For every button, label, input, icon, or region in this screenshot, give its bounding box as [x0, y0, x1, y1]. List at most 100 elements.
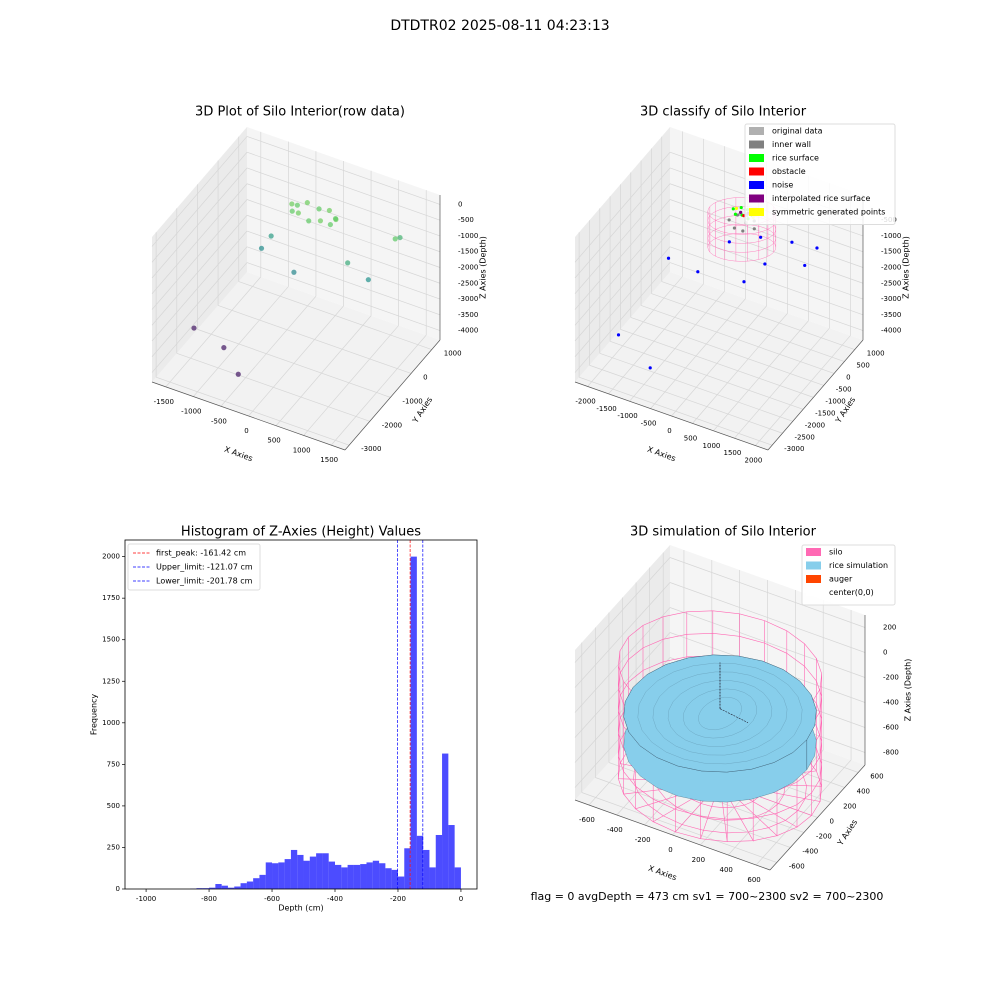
x-axis-label: X Axies [646, 445, 677, 464]
legend-label: inner wall [772, 140, 811, 149]
grid-line [151, 136, 248, 247]
point [696, 270, 700, 274]
y-tick-label: 600 [870, 773, 883, 781]
chart-title: 3D Plot of Silo Interior(row data) [195, 105, 405, 120]
z-tick-label: -3500 [458, 311, 478, 319]
y-tick-label: -1500 [815, 409, 835, 417]
z-tick-label: -600 [883, 724, 899, 732]
chart-title: Histogram of Z-Axies (Height) Values [181, 525, 421, 540]
y-tick-label: -3000 [784, 445, 804, 453]
bar [442, 753, 449, 889]
grid-line [151, 230, 248, 342]
z-tick-label: -1000 [881, 232, 901, 240]
grid-line [220, 296, 317, 407]
y-tick-label: 500 [107, 802, 120, 810]
grid-line [640, 305, 835, 374]
grid-line [669, 557, 866, 628]
point [763, 262, 767, 266]
bar [209, 887, 216, 889]
grid-line [246, 167, 441, 237]
y-tick-label: 250 [107, 843, 120, 851]
bar [385, 868, 392, 889]
point [332, 216, 339, 222]
grid-line [630, 317, 824, 386]
axis-line [767, 339, 864, 451]
x-tick-label: 0 [459, 895, 463, 903]
bar [372, 860, 380, 889]
point [295, 210, 301, 216]
bar [335, 864, 342, 889]
point [803, 263, 807, 268]
grid-line [574, 199, 671, 310]
point [666, 256, 671, 260]
point [294, 202, 300, 208]
grid-line [574, 632, 671, 738]
x-tick-label: 1000 [293, 446, 311, 454]
bar [259, 874, 266, 889]
bar [240, 883, 247, 889]
z-tick-label: -200 [883, 674, 899, 682]
y-axis-label: Frequency [90, 694, 99, 736]
legend-label: auger [829, 575, 853, 584]
y-tick-label: 750 [107, 760, 120, 768]
legend-swatch [806, 575, 821, 583]
x-tick-label: -600 [264, 895, 280, 903]
grid-line [671, 305, 767, 417]
y-tick-label: -1000 [402, 397, 422, 405]
bar [429, 867, 436, 889]
rice-mesh [652, 671, 788, 756]
legend-swatch [806, 548, 821, 556]
z-tick-label: 200 [883, 624, 896, 632]
grid-line [669, 199, 864, 268]
bar [410, 556, 417, 889]
x-tick-label: -200 [390, 895, 406, 903]
grid-line [246, 262, 441, 331]
z-tick-label: -800 [883, 749, 899, 757]
grid-line [246, 151, 441, 221]
legend-swatch [749, 167, 764, 176]
legend-label: first_peak: -161.42 cm [156, 549, 246, 558]
x-tick-label: 2000 [744, 457, 762, 465]
point [327, 221, 333, 228]
figure-title: DTDTR02 2025-08-11 04:23:13 [390, 18, 609, 34]
bar [196, 888, 203, 889]
grid-line [151, 262, 248, 373]
y-tick-label: 200 [843, 803, 856, 811]
axis-line [574, 381, 769, 451]
y-tick-label: 1750 [102, 594, 120, 602]
point [304, 200, 310, 206]
z-axis-label: Z Axies (Depth) [904, 659, 913, 722]
grid-line [629, 290, 725, 402]
x-tick-label: -500 [641, 420, 657, 428]
grid-line [574, 215, 671, 326]
bar [397, 876, 405, 889]
y-tick-label: 1000 [102, 719, 120, 727]
point [291, 269, 297, 275]
legend-swatch [806, 588, 821, 597]
point [235, 371, 241, 377]
legend-box [801, 544, 896, 606]
legend-swatch [749, 194, 764, 203]
y-tick-label: -2000 [805, 421, 825, 429]
y-tick-label: -200 [816, 833, 832, 841]
point [365, 277, 371, 283]
grid-line [599, 352, 793, 422]
bar [404, 848, 411, 889]
bar [284, 859, 291, 889]
grid-line [151, 167, 248, 279]
legend-label: original data [772, 127, 823, 136]
z-tick-label: 0 [883, 649, 887, 657]
grid-line [156, 376, 350, 446]
x-tick-label: -400 [327, 895, 343, 903]
bar [360, 864, 367, 889]
x-axis-label: X Axies [647, 864, 678, 883]
grid-line [669, 607, 866, 678]
legend-label: center(0,0) [829, 588, 874, 597]
grid-line [692, 313, 788, 424]
z-tick-label: -2000 [881, 264, 901, 272]
y-tick-label: 500 [856, 362, 869, 370]
x-tick-label: 1500 [320, 456, 338, 464]
y-tick-label: 0 [830, 818, 834, 826]
y-tick-label: 0 [116, 885, 120, 893]
legend-box [744, 123, 896, 225]
